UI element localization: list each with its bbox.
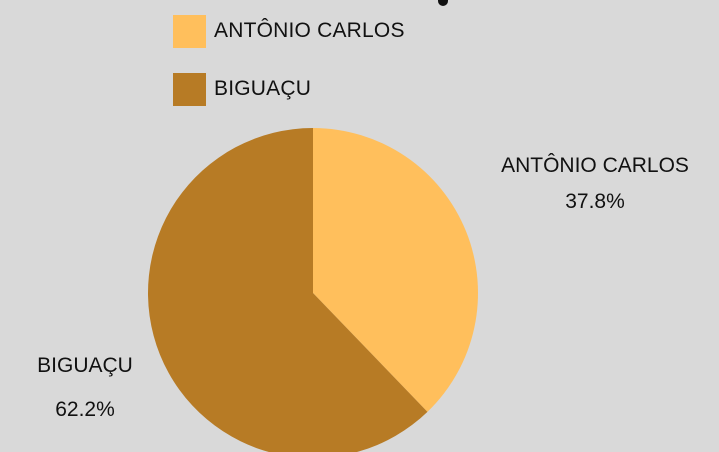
legend-label-biguacu: BIGUAÇU bbox=[214, 77, 312, 100]
slice-value-antonio-carlos: 37.8% bbox=[565, 190, 625, 213]
legend-swatch-antonio-carlos bbox=[173, 14, 206, 48]
legend-item-biguacu: BIGUAÇU bbox=[173, 72, 405, 106]
chart-title-fragment bbox=[438, 0, 448, 6]
slice-value-biguacu: 62.2% bbox=[55, 398, 115, 421]
legend-item-antonio-carlos: ANTÔNIO CARLOS bbox=[173, 14, 405, 48]
pie-slices bbox=[148, 128, 478, 452]
legend-swatch-biguacu bbox=[173, 72, 206, 106]
slice-label-antonio-carlos: ANTÔNIO CARLOS bbox=[501, 154, 689, 177]
pie-slice-1 bbox=[148, 128, 428, 452]
pie-slice-0 bbox=[313, 128, 478, 412]
legend-label-antonio-carlos: ANTÔNIO CARLOS bbox=[214, 19, 405, 42]
legend: ANTÔNIO CARLOS BIGUAÇU bbox=[173, 14, 405, 130]
slice-label-biguacu: BIGUAÇU bbox=[37, 354, 133, 377]
